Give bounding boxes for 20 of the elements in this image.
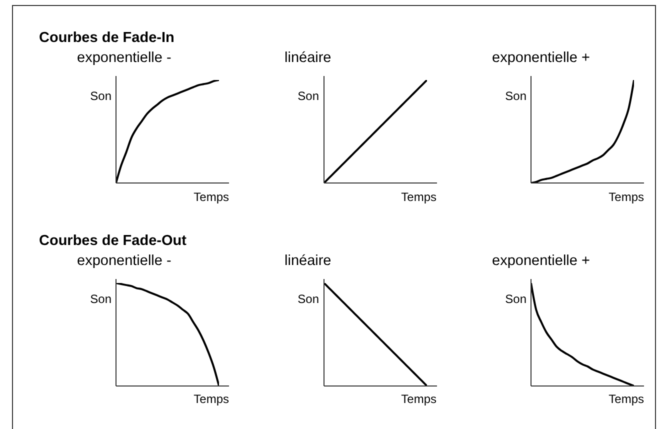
x-axis-title: Temps [400,190,436,204]
chart-subtitle: linéaire [284,252,332,270]
chart-title: Courbes de Fade-In [39,30,174,47]
x-axis-title: Temps [608,392,644,406]
x-axis-title: Temps [192,392,229,406]
y-axis-title: Son [296,292,319,306]
chart-title: Courbes de Fade-Out [39,232,186,250]
y-axis-title: Son [89,89,112,103]
chart-subtitle: exponentielle - [77,252,172,270]
y-axis-title: Son [504,89,526,103]
chart-subtitle: exponentielle + [492,252,590,270]
chart-subtitle: exponentielle + [492,50,590,67]
x-axis-title: Temps [608,190,644,204]
y-axis-title: Son [504,292,526,306]
y-axis-title: Son [296,89,319,103]
x-axis-title: Temps [400,392,436,406]
x-axis-title: Temps [192,190,229,204]
chart-subtitle: exponentielle - [77,50,172,67]
chart-subtitle: linéaire [284,50,332,67]
y-axis-title: Son [89,292,112,306]
